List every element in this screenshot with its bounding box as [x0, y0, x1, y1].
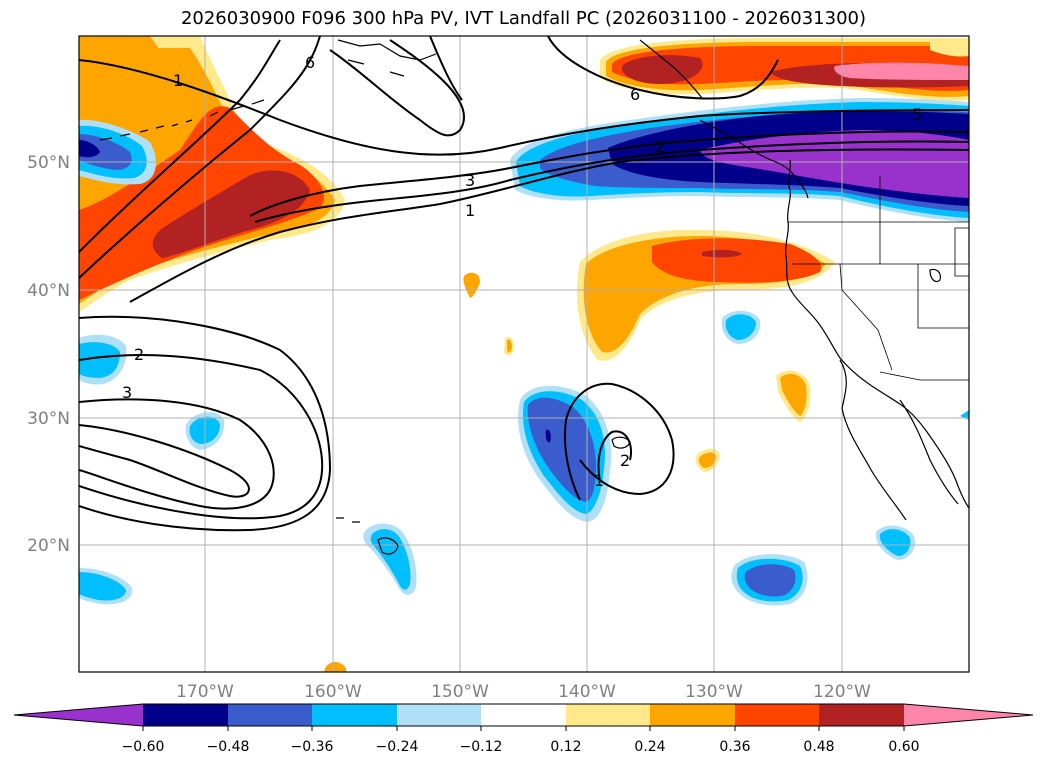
lon-label: 150°W — [431, 682, 489, 702]
colorbar: −0.60 −0.48 −0.36 −0.24 −0.12 0.12 0.24 … — [13, 703, 1034, 755]
lon-label: 140°W — [558, 682, 616, 702]
colorbar-tick-label: −0.48 — [207, 739, 250, 755]
colorbar-tick-label: −0.36 — [291, 739, 334, 755]
map-frame — [78, 35, 970, 673]
colorbar-tick-label: −0.24 — [376, 739, 419, 755]
lon-label: 120°W — [813, 682, 871, 702]
map-title: 2026030900 F096 300 hPa PV, IVT Landfall… — [180, 8, 867, 29]
lat-label: 30°N — [27, 409, 70, 429]
colorbar-segment — [143, 704, 228, 726]
contour-label: 1 — [173, 71, 183, 90]
lat-label: 50°N — [27, 153, 70, 173]
contour-label: 2 — [134, 345, 144, 364]
contour-label: 5 — [912, 105, 922, 124]
coastlines — [99, 39, 969, 555]
contour-label: 2 — [655, 137, 665, 156]
lat-label: 40°N — [27, 281, 70, 301]
lon-label: 160°W — [304, 682, 362, 702]
contour-label: 2 — [620, 451, 630, 470]
colorbar-tick-label: 0.48 — [803, 739, 834, 755]
contour-label: 1 — [465, 201, 475, 220]
colorbar-segment — [312, 704, 397, 726]
contour-labels: 6 1 6 3 1 2 5 2 3 2 1 — [122, 53, 922, 490]
colorbar-ticks — [142, 726, 905, 731]
lat-label: 20°N — [27, 536, 70, 556]
colorbar-segment — [566, 704, 650, 726]
colorbar-tick-label: 0.60 — [888, 739, 919, 755]
colorbar-tick-label: −0.12 — [460, 739, 503, 755]
colorbar-segment — [735, 704, 819, 726]
colorbar-extend-min — [14, 704, 143, 726]
colorbar-segment — [650, 704, 735, 726]
colorbar-tick-label: 0.24 — [634, 739, 665, 755]
contour-label: 6 — [305, 53, 315, 72]
colorbar-tick-label: 0.12 — [550, 739, 581, 755]
longitude-labels: 170°W 160°W 150°W 140°W 130°W 120°W — [176, 682, 871, 702]
colorbar-extend-max — [904, 704, 1033, 726]
contour-label: 6 — [630, 85, 640, 104]
colorbar-tick-label: 0.36 — [719, 739, 750, 755]
colorbar-segment — [397, 704, 481, 726]
pv-contours — [79, 36, 969, 532]
colorbar-segment — [228, 704, 312, 726]
colorbar-tick-label: −0.60 — [122, 739, 165, 755]
colorbar-segment — [819, 704, 904, 726]
contour-label: 3 — [122, 383, 132, 402]
lon-label: 170°W — [176, 682, 234, 702]
latitude-labels: 50°N 40°N 30°N 20°N — [27, 153, 70, 556]
state-borders — [788, 176, 969, 381]
contour-label: 1 — [594, 471, 604, 490]
lon-label: 130°W — [685, 682, 743, 702]
contour-label: 3 — [465, 171, 475, 190]
colorbar-segment — [481, 704, 566, 726]
map-plot-area: 6 1 6 3 1 2 5 2 3 2 1 — [79, 36, 969, 672]
